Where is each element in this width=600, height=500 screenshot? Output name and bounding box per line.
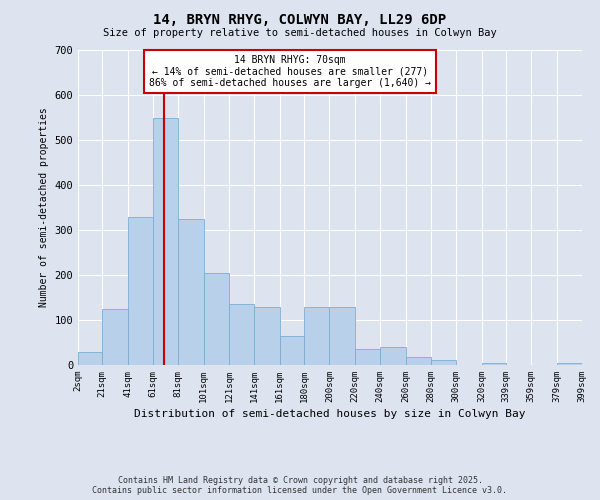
Bar bbox=[380, 347, 406, 365]
Bar bbox=[128, 216, 153, 365]
X-axis label: Distribution of semi-detached houses by size in Colwyn Bay: Distribution of semi-detached houses by … bbox=[134, 409, 526, 419]
Bar bbox=[178, 219, 203, 365]
Y-axis label: Number of semi-detached properties: Number of semi-detached properties bbox=[39, 108, 49, 308]
Bar bbox=[229, 304, 254, 365]
Bar bbox=[304, 306, 329, 365]
Bar bbox=[431, 360, 457, 365]
Bar bbox=[203, 273, 229, 365]
Text: Size of property relative to semi-detached houses in Colwyn Bay: Size of property relative to semi-detach… bbox=[103, 28, 497, 38]
Bar bbox=[280, 336, 304, 365]
Text: 14 BRYN RHYG: 70sqm
← 14% of semi-detached houses are smaller (277)
86% of semi-: 14 BRYN RHYG: 70sqm ← 14% of semi-detach… bbox=[149, 54, 431, 88]
Bar bbox=[557, 363, 582, 365]
Text: Contains HM Land Registry data © Crown copyright and database right 2025.
Contai: Contains HM Land Registry data © Crown c… bbox=[92, 476, 508, 495]
Bar bbox=[78, 352, 102, 365]
Bar bbox=[406, 357, 431, 365]
Bar bbox=[254, 306, 280, 365]
Bar bbox=[355, 349, 380, 365]
Text: 14, BRYN RHYG, COLWYN BAY, LL29 6DP: 14, BRYN RHYG, COLWYN BAY, LL29 6DP bbox=[154, 12, 446, 26]
Bar bbox=[482, 363, 506, 365]
Bar bbox=[329, 306, 355, 365]
Bar bbox=[102, 308, 128, 365]
Bar bbox=[153, 118, 178, 365]
